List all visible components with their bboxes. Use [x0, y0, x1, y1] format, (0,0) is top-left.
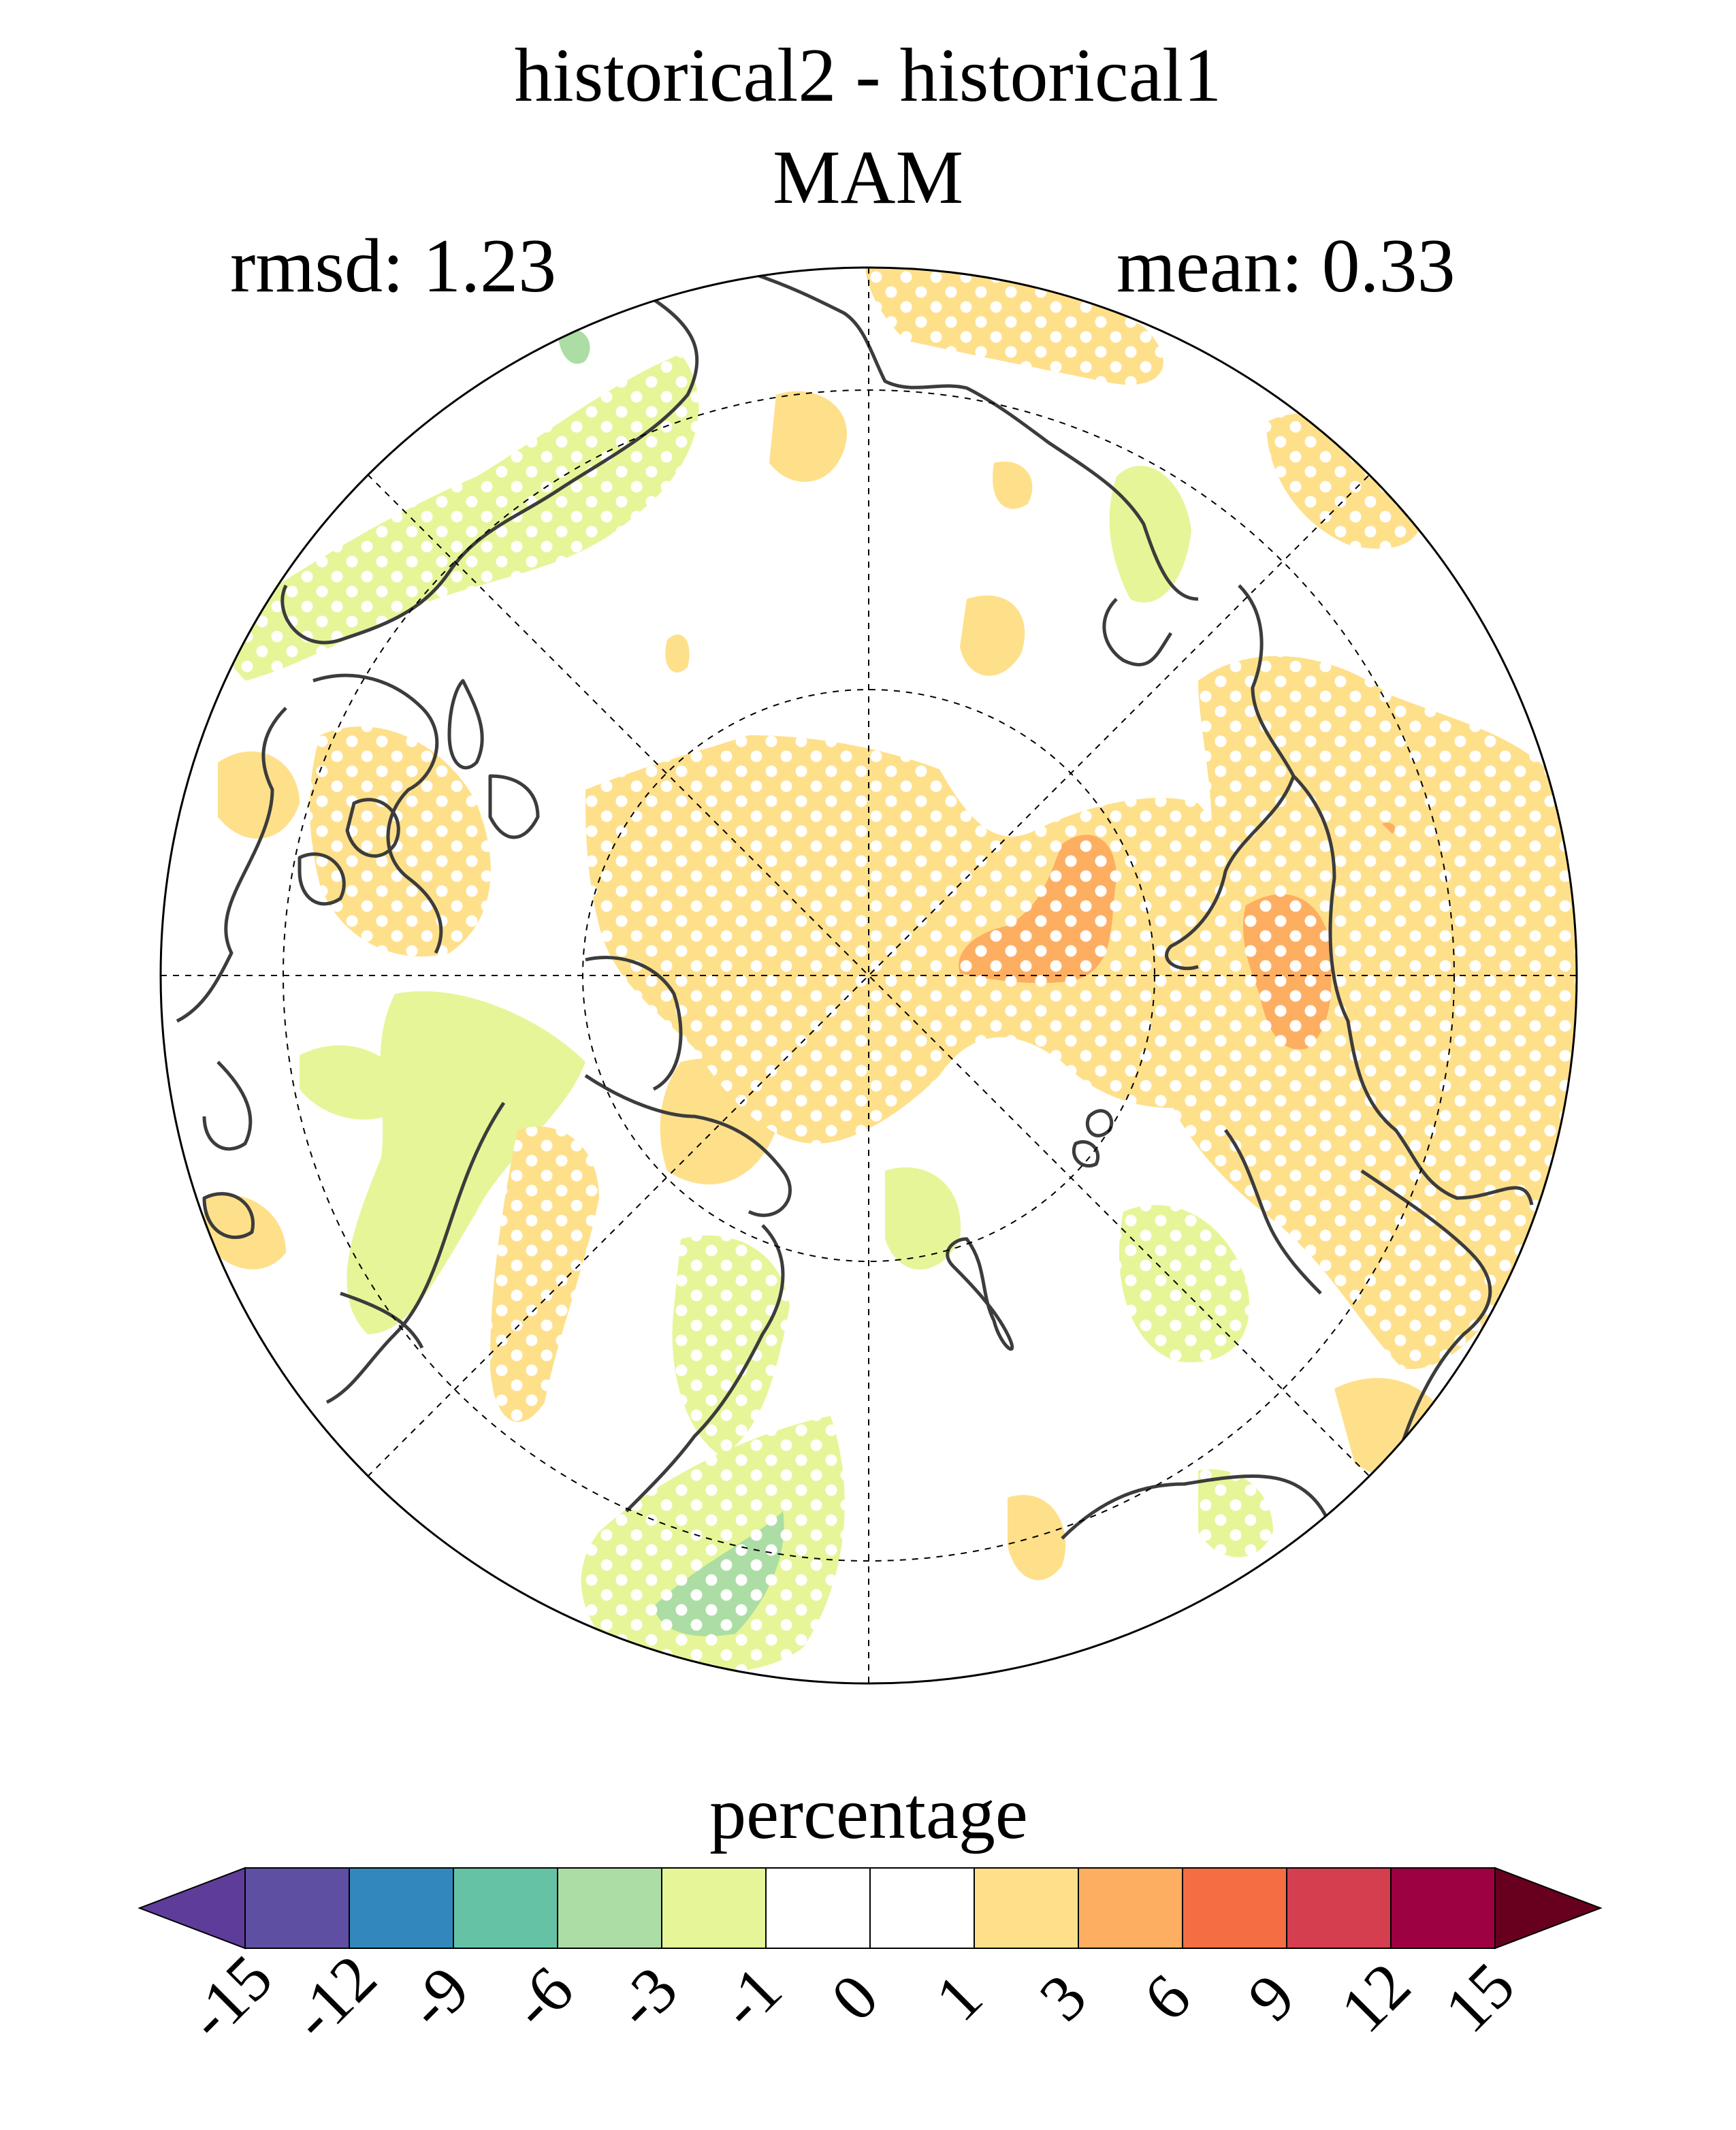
map-boundary [159, 266, 1578, 1685]
colorbar-tick-label: 0 [817, 1960, 892, 2035]
colorbar [138, 1867, 1603, 1950]
colorbar-box [453, 1867, 558, 1949]
colorbar-box [244, 1867, 350, 1949]
colorbar-tick-label: 3 [1025, 1960, 1100, 2035]
colorbar-box [765, 1867, 871, 1949]
colorbar-box [349, 1867, 454, 1949]
colorbar-tick-label: -9 [393, 1952, 483, 2042]
colorbar-box [557, 1867, 662, 1949]
colorbar-tick-label: 15 [1430, 1948, 1528, 2046]
colorbar-box [1390, 1867, 1496, 1949]
title-line-2: MAM [772, 135, 964, 220]
colorbar-box [661, 1867, 767, 1949]
colorbar-ticks: -15-12 -9 -6 -3 -1 0 1 3 6 9 12 15 [173, 1941, 1528, 2054]
rmsd-label: rmsd: 1.23 [230, 224, 557, 308]
colorbar-tick-label: -15 [173, 1941, 286, 2054]
colorbar-box [1286, 1867, 1392, 1949]
colorbar-box [869, 1867, 975, 1949]
colorbar-tick-label: -3 [601, 1952, 691, 2042]
colorbar-tick-label: 6 [1129, 1960, 1204, 2035]
colorbar-label: percentage [709, 1773, 1028, 1854]
colorbar-tick-label: -1 [705, 1952, 795, 2042]
colorbar-tick-label: 9 [1234, 1960, 1308, 2035]
colorbar-extend-max [1494, 1867, 1603, 1950]
colorbar-box [1182, 1867, 1287, 1949]
colorbar-tick-label: 1 [921, 1960, 996, 2035]
colorbar-box [974, 1867, 1079, 1949]
coastlines [176, 270, 1534, 1662]
title-line-1: historical2 - historical1 [514, 33, 1222, 118]
significance-stippling [204, 268, 1577, 1673]
colorbar-tick-label: 12 [1326, 1948, 1424, 2046]
colorbar-tick-label: -12 [277, 1941, 390, 2054]
colorbar-extend-min [138, 1867, 246, 1950]
colorbar-box [1078, 1867, 1183, 1949]
graticule [161, 268, 1577, 1683]
map-fields [161, 268, 1577, 1683]
mean-label: mean: 0.33 [1116, 224, 1456, 308]
colorbar-tick-label: -6 [497, 1952, 587, 2042]
